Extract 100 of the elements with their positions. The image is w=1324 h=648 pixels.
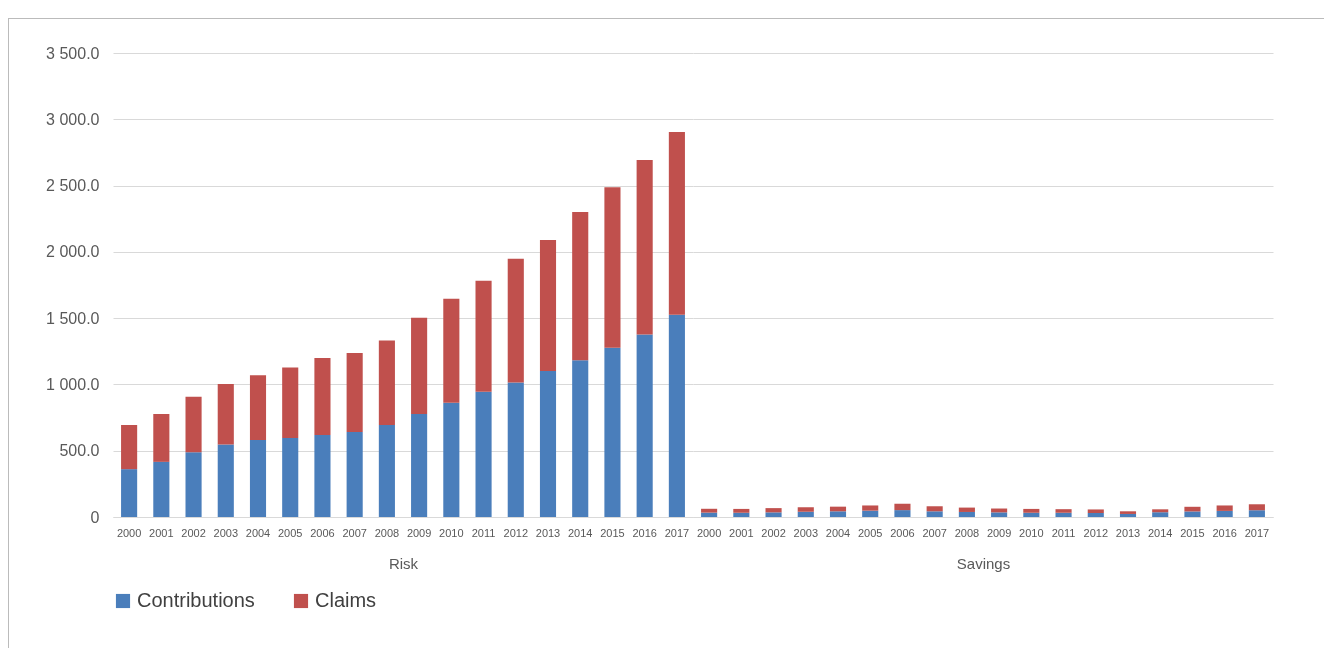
bar [378,340,395,425]
bar [1023,512,1040,517]
x-tick-label: 2013 [1115,526,1141,539]
x-tick-label: 2005 [277,526,303,539]
x-tick-label: 2003 [213,526,239,539]
x-tick-label: 2000 [696,526,722,539]
bar [378,425,395,517]
y-tick-label: 3 500.0 [46,44,100,62]
x-tick-label: 2012 [1083,526,1109,539]
bar [1248,510,1265,517]
bar [862,510,879,517]
x-tick-label: 2010 [439,526,464,539]
x-tick-label: 2000 [116,526,142,539]
x-tick-label: 2001 [729,526,754,539]
bar [539,371,557,517]
bar [958,511,975,517]
legend-label: Claims [315,589,377,611]
x-tick-label: 2003 [793,526,819,539]
bar [1216,510,1233,517]
bar [249,375,267,440]
y-tick-label: 1 000.0 [46,375,100,393]
bar [443,402,460,517]
bar [991,512,1008,517]
bar [314,358,331,436]
bar [797,511,814,517]
bar [797,507,814,512]
bar [926,511,943,517]
bar [636,334,653,517]
bar [1248,504,1265,511]
x-tick-label: 2009 [986,526,1012,539]
x-tick-label: 2015 [1180,526,1205,539]
x-tick-label: 2012 [503,526,529,539]
bar [572,360,589,517]
x-tick-label: 2005 [857,526,883,539]
x-tick-label: 2017 [1244,526,1270,539]
x-tick-label: 2007 [922,526,947,539]
bar [185,452,202,517]
bar [1087,513,1104,517]
bar [121,425,138,470]
bar [733,508,750,513]
bar [668,314,685,517]
bar [604,347,621,517]
bar [1216,505,1233,511]
bar [507,382,524,517]
x-tick-label: 2004 [245,526,271,539]
bar [153,461,170,517]
x-tick-label: 2007 [342,526,367,539]
x-tick-label: 2014 [567,526,593,539]
bar [733,512,750,517]
bar [668,131,685,315]
x-tick-label: 2014 [1147,526,1173,539]
bar [1184,506,1201,512]
x-axis-title: Risk [388,554,419,572]
bar [604,187,621,348]
bar [282,367,299,439]
bar [572,212,589,361]
x-tick-label: 2016 [632,526,657,539]
x-tick-label: 2015 [600,526,625,539]
y-tick-label: 0 [90,508,100,526]
x-axis-title: Savings [956,554,1011,572]
y-tick-label: 500.0 [59,442,100,460]
x-tick-label: 2017 [664,526,690,539]
y-tick-label: 2 000.0 [46,243,100,261]
y-tick-label: 2 500.0 [46,177,100,195]
x-tick-label: 2013 [535,526,561,539]
x-tick-label: 2010 [1019,526,1044,539]
bar [765,512,782,517]
bar [153,413,170,462]
bar [411,413,428,517]
bar [507,258,524,383]
bar [346,431,363,517]
bar [217,384,234,445]
bar [282,438,299,517]
bar [1152,509,1169,513]
bar [411,317,428,414]
bar [926,506,943,512]
bar [765,508,782,513]
bar [539,240,557,372]
bar [475,391,492,517]
bar [958,507,975,512]
x-tick-label: 2002 [181,526,206,539]
bar [185,396,202,453]
bar [217,444,234,517]
x-tick-label: 2016 [1212,526,1237,539]
x-tick-label: 2011 [1051,526,1076,539]
bar [443,298,460,403]
x-tick-label: 2001 [149,526,174,539]
bar [894,510,911,517]
x-tick-label: 2006 [310,526,335,539]
y-tick-label: 3 000.0 [46,110,100,128]
x-tick-label: 2011 [471,526,496,539]
x-tick-label: 2006 [890,526,915,539]
bar [1055,512,1072,517]
bar [1152,512,1169,517]
x-tick-label: 2002 [761,526,786,539]
bar [121,469,138,517]
bar [862,505,879,511]
y-tick-label: 1 500.0 [46,309,100,327]
x-tick-label: 2009 [406,526,432,539]
bar [1055,509,1072,513]
